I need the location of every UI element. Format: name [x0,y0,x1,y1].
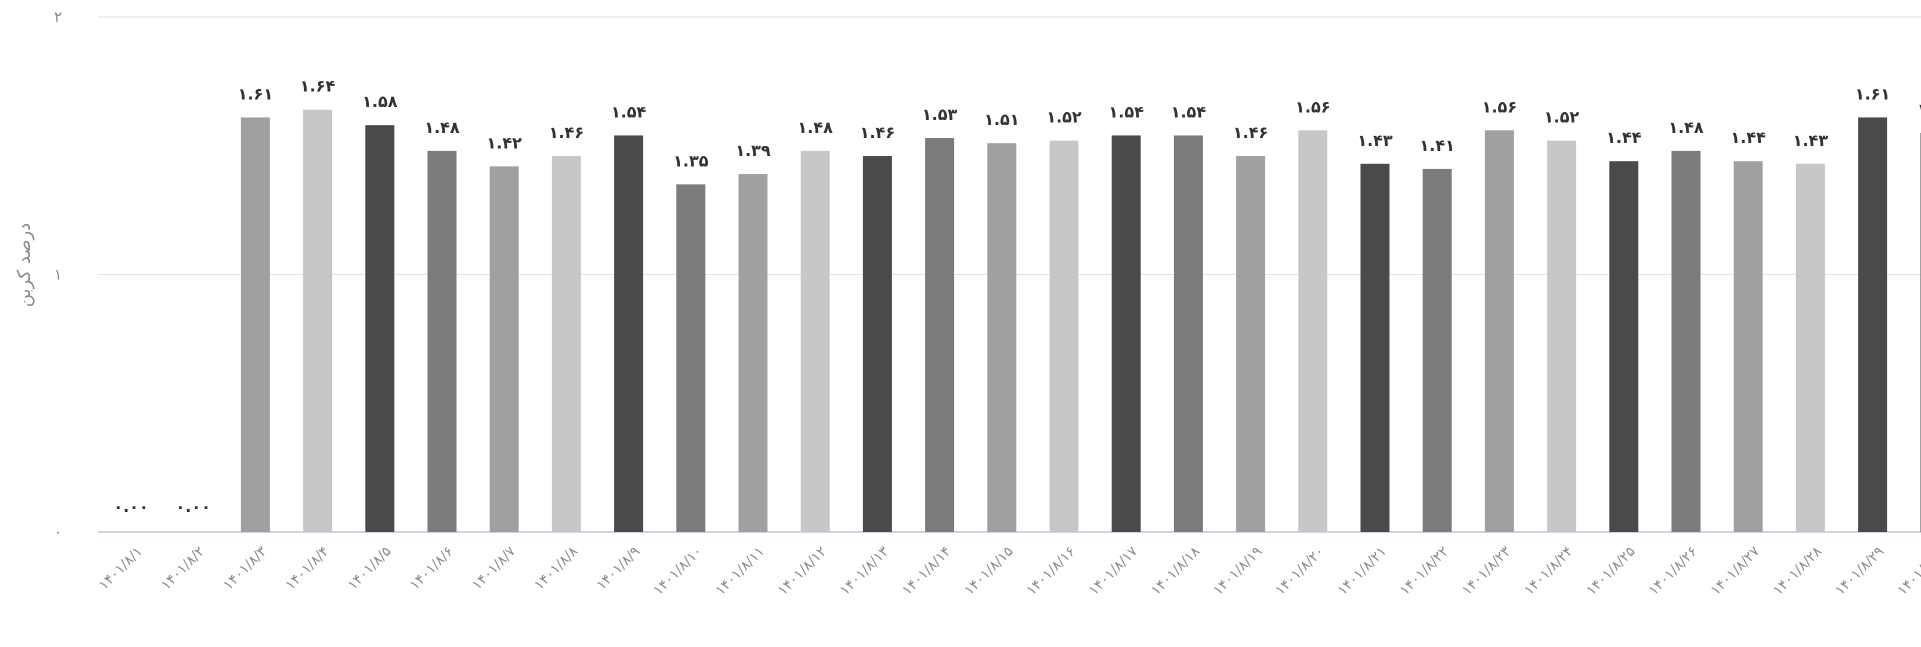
bar [987,143,1017,533]
data-label: ۱.۴۸ [1668,118,1704,137]
x-tick-label: ۱۴۰۱/۸/۷ [469,543,519,593]
bar [1049,140,1079,532]
x-tick-label: ۱۴۰۱/۸/۹ [594,544,644,594]
x-tick-label: ۱۴۰۱/۸/۲۷ [1708,543,1764,599]
data-label: ۱.۵۴ [1109,102,1145,121]
data-label: ۱.۴۳ [1793,131,1829,150]
x-tick-label: ۱۴۰۱/۸/۳ [220,543,270,593]
bar [551,156,581,533]
data-label: ۱.۴۶ [860,123,895,142]
x-tick-label: ۱۴۰۱/۸/۱۸ [1148,543,1204,599]
data-label: ۱.۵۴ [1171,102,1207,121]
bar [862,156,892,533]
bar [925,138,955,532]
bar [1795,163,1825,532]
data-label: ۱.۵۲ [1046,108,1082,127]
data-label: ۱.۵۵ [1917,100,1921,119]
x-tick-label: ۱۴۰۱/۸/۲ [158,544,208,594]
bar [1671,150,1701,532]
bar [1422,168,1452,533]
data-label: ۱.۴۶ [1233,123,1268,142]
data-label: ۱.۴۴ [1606,128,1642,147]
bar [427,150,457,532]
bar [489,166,519,532]
bar [1733,161,1763,532]
data-label: ۱.۵۱ [984,110,1019,129]
x-tick-label: ۱۴۰۱/۸/۸ [531,543,581,593]
y-tick-label: ۲ [54,8,62,26]
x-tick-label: ۱۴۰۱/۸/۲۲ [1397,544,1452,599]
data-label: ۱.۵۸ [362,92,398,111]
data-label: ۰.۰۰ [113,497,148,516]
x-tick-label: ۱۴۰۱/۸/۱۴ [899,544,954,599]
data-label: ۱.۶۱ [1855,84,1890,103]
bar [1609,161,1639,532]
bar [1236,156,1266,533]
data-labels: ۰.۰۰ ۰.۰۰ ۱.۶۱ ۱.۶۴ ۱.۵۸ ۱.۴۸ ۱.۴۲ ۱.۴۶ ۱.۵۴ ۱.۳۵… [113,77,1921,516]
data-label: ۱.۵۲ [1544,108,1580,127]
bars [240,109,1921,533]
x-tick-label: ۱۴۰۱/۸/۲۸ [1770,543,1826,599]
x-tick-label: ۱۴۰۱/۸/۲۶ [1646,544,1701,599]
bar [800,150,830,532]
bar [240,117,270,533]
x-tick-label: ۱۴۰۱/۸/۱۳ [837,543,893,599]
bar [676,184,706,532]
bar [1484,130,1514,533]
data-label: ۱.۳۵ [673,151,709,170]
data-label: ۱.۴۳ [1357,131,1393,150]
data-label: ۱.۴۱ [1420,136,1455,155]
data-label: ۱.۴۶ [549,123,584,142]
x-tick-label: ۱۴۰۱/۸/۲۵ [1583,544,1638,599]
bar [1173,135,1203,532]
data-label: ۱.۶۱ [238,84,273,103]
bar [1360,163,1390,532]
x-tick-label: ۱۴۰۱/۸/۲۹ [1832,544,1887,599]
x-tick-label: ۱۴۰۱/۸/۱۶ [1024,544,1079,599]
data-label: ۱.۴۴ [1731,128,1767,147]
bar [1298,130,1328,533]
bar [1547,140,1577,532]
x-tick-label: ۱۴۰۱/۸/۱۹ [1210,544,1265,599]
x-tick-label: ۱۴۰۱/۸/۱۷ [1086,543,1142,599]
x-tick-label: ۱۴۰۱/۸/۲۳ [1459,543,1515,599]
data-label: ۰.۰۰ [176,497,211,516]
y-tick-label: ۱ [54,266,62,284]
y-tick-label: ۰ [54,523,62,541]
x-tick-label: ۱۴۰۱/۸/۳۰ [1894,544,1921,599]
x-tick-label: ۱۴۰۱/۸/۴ [283,544,333,594]
data-label: ۱.۴۸ [798,118,834,137]
x-axis-ticks: ۱۴۰۱/۸/۱ ۱۴۰۱/۸/۲ ۱۴۰۱/۸/۳ ۱۴۰۱/۸/۴ ۱۴۰۱/۸/۵… [96,543,1921,599]
x-tick-label: ۱۴۰۱/۸/۱ [96,544,146,594]
bar [365,125,395,533]
x-tick-label: ۱۴۰۱/۸/۲۴ [1521,544,1576,599]
bar [614,135,644,532]
x-tick-label: ۱۴۰۱/۸/۱۵ [961,544,1016,599]
x-tick-label: ۱۴۰۱/۸/۲۰ [1272,544,1327,599]
bar [738,174,768,532]
data-label: ۱.۵۶ [1482,97,1517,116]
x-tick-label: ۱۴۰۱/۸/۲۱ [1335,544,1390,599]
data-label: ۱.۳۹ [735,141,771,160]
y-axis-title: درصد کربن [14,223,35,307]
bar [1111,135,1141,532]
bar [303,109,333,532]
data-label: ۱.۴۸ [424,118,460,137]
data-label: ۱.۵۴ [611,102,647,121]
x-tick-label: ۱۴۰۱/۸/۱۱ [713,544,768,599]
x-tick-label: ۱۴۰۱/۸/۵ [345,544,395,594]
data-label: ۱.۴۲ [487,133,523,152]
x-tick-label: ۱۴۰۱/۸/۱۰ [650,544,705,599]
data-label: ۱.۶۴ [300,77,336,96]
data-label: ۱.۵۶ [1295,97,1330,116]
data-label: ۱.۵۳ [922,105,958,124]
y-axis-ticks: ۰ ۱ ۲ [54,8,62,541]
bar [1858,117,1888,533]
x-tick-label: ۱۴۰۱/۸/۱۲ [775,544,830,599]
x-tick-label: ۱۴۰۱/۸/۶ [407,544,457,594]
